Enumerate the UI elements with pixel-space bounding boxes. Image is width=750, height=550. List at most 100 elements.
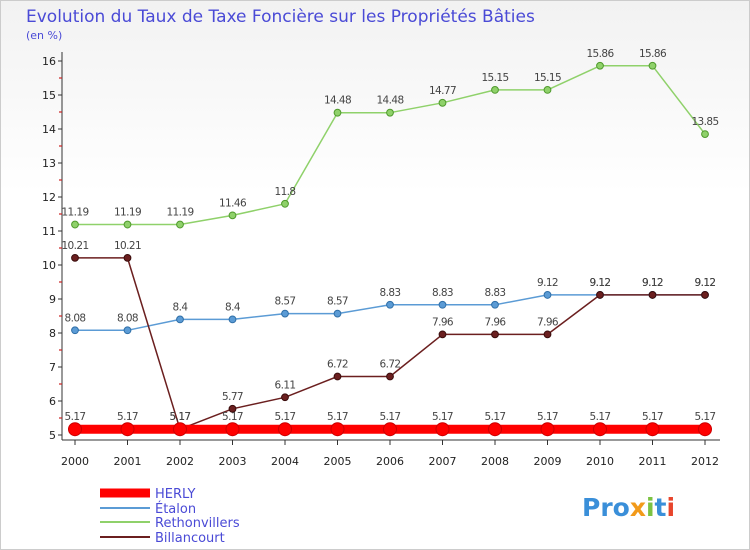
series-point xyxy=(176,315,184,324)
legend-swatch xyxy=(100,488,150,498)
data-label: 6.72 xyxy=(380,359,401,371)
series-point xyxy=(228,404,237,413)
series-point xyxy=(386,372,394,381)
data-label: 11.46 xyxy=(219,197,247,209)
series-point xyxy=(71,220,79,229)
series-point xyxy=(491,330,499,339)
series-point xyxy=(330,422,345,437)
data-label: 8.08 xyxy=(65,312,86,324)
data-label: 15.86 xyxy=(639,48,667,60)
x-tick-label: 2012 xyxy=(691,455,719,468)
series-point xyxy=(123,220,132,229)
x-tick-label: 2005 xyxy=(324,455,352,468)
y-tick-label: 11 xyxy=(42,225,56,238)
proxiti-logo: Proxiti xyxy=(582,493,675,522)
series-point xyxy=(281,393,289,402)
x-tick-label: 2001 xyxy=(114,455,142,468)
series-point xyxy=(593,422,607,437)
y-tick-label: 12 xyxy=(42,191,56,204)
data-label: 5.17 xyxy=(537,411,558,423)
data-label: 11.19 xyxy=(166,207,193,219)
series-point xyxy=(543,86,552,94)
data-label: 9.12 xyxy=(537,277,558,289)
series-point xyxy=(596,61,604,70)
y-tick-label: 7 xyxy=(49,361,56,374)
data-label: 15.86 xyxy=(586,48,614,60)
series-point xyxy=(491,300,499,309)
series-line-1 xyxy=(74,294,706,332)
series-point xyxy=(648,291,657,299)
data-label: 8.4 xyxy=(225,301,241,313)
data-label: 10.21 xyxy=(61,240,88,252)
data-label: 5.17 xyxy=(590,411,611,423)
data-label: 7.96 xyxy=(537,316,559,328)
data-label: 9.12 xyxy=(590,277,611,289)
y-tick-label: 10 xyxy=(42,259,56,272)
series-point xyxy=(701,130,709,139)
series-point xyxy=(491,86,499,94)
legend-label: Rethonvillers xyxy=(155,516,240,531)
series-point xyxy=(228,211,237,220)
data-label: 15.15 xyxy=(481,72,508,84)
data-label: 8.83 xyxy=(432,287,453,299)
series-point xyxy=(333,372,342,381)
series-line-2 xyxy=(74,65,706,226)
series-point xyxy=(123,326,132,335)
data-label: 5.17 xyxy=(117,411,138,423)
y-tick-label: 6 xyxy=(49,395,56,408)
data-label: 9.12 xyxy=(695,277,716,289)
data-label: 9.12 xyxy=(642,277,663,289)
x-tick-label: 2011 xyxy=(639,455,667,468)
series-point xyxy=(120,422,135,437)
x-tick-label: 2007 xyxy=(429,455,457,468)
x-tick-label: 2010 xyxy=(586,455,614,468)
data-label: 8.08 xyxy=(117,312,138,324)
data-label: 7.96 xyxy=(432,316,454,328)
data-label: 7.96 xyxy=(485,316,507,328)
data-label: 11.19 xyxy=(114,207,141,219)
series-point xyxy=(438,98,447,107)
series-points xyxy=(68,61,712,437)
series-point xyxy=(438,330,447,339)
data-label: 6.11 xyxy=(275,379,296,391)
x-tick-label: 2004 xyxy=(271,455,299,468)
series-point xyxy=(698,422,712,437)
series-point xyxy=(333,309,342,318)
data-label: 5.17 xyxy=(642,411,663,423)
y-tick-label: 8 xyxy=(49,327,56,340)
series-point xyxy=(173,422,187,437)
series-point xyxy=(543,330,552,339)
x-tick-label: 2002 xyxy=(166,455,194,468)
series-point xyxy=(123,253,132,262)
legend-label: Étalon xyxy=(155,501,196,517)
unit-label: (en %) xyxy=(26,29,62,42)
series-point xyxy=(543,291,552,299)
y-tick-label: 5 xyxy=(49,429,56,442)
data-label: 9.12 xyxy=(642,277,663,289)
series-point xyxy=(386,108,394,117)
data-label: 5.17 xyxy=(432,411,453,423)
series-line-3 xyxy=(74,257,706,430)
data-label: 11.19 xyxy=(61,207,88,219)
series-point xyxy=(435,422,450,437)
series-point xyxy=(278,422,292,437)
legend-label: HERLY xyxy=(155,487,196,502)
data-label: 5.17 xyxy=(327,411,348,423)
data-label: 8.57 xyxy=(327,296,348,308)
series-point xyxy=(225,422,240,437)
series-point xyxy=(488,422,502,437)
x-tick-label: 2009 xyxy=(534,455,562,468)
data-label: 14.48 xyxy=(324,95,351,107)
data-label: 6.72 xyxy=(327,359,348,371)
y-tick-label: 9 xyxy=(49,293,56,306)
data-label: 9.12 xyxy=(695,277,716,289)
series-point xyxy=(645,422,660,437)
x-tick-label: 2006 xyxy=(376,455,404,468)
data-label: 8.83 xyxy=(380,287,401,299)
x-tick-label: 2008 xyxy=(481,455,509,468)
data-labels: 8.08 8.08 8.4 8.4 8.57 8.57 8.83 8.83 8.83 9.12 9.… xyxy=(61,48,719,423)
series-point xyxy=(438,300,447,309)
